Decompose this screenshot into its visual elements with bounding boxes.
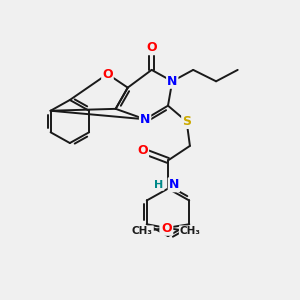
Text: O: O [160,221,171,235]
Text: S: S [182,115,191,128]
Text: N: N [140,113,150,126]
Text: CH₃: CH₃ [132,226,153,236]
Text: O: O [102,68,113,80]
Text: H: H [154,180,164,190]
Text: O: O [137,144,148,158]
Text: O: O [146,41,157,54]
Text: CH₃: CH₃ [180,226,201,236]
Text: N: N [169,178,179,191]
Text: N: N [167,75,177,88]
Text: O: O [162,221,172,235]
